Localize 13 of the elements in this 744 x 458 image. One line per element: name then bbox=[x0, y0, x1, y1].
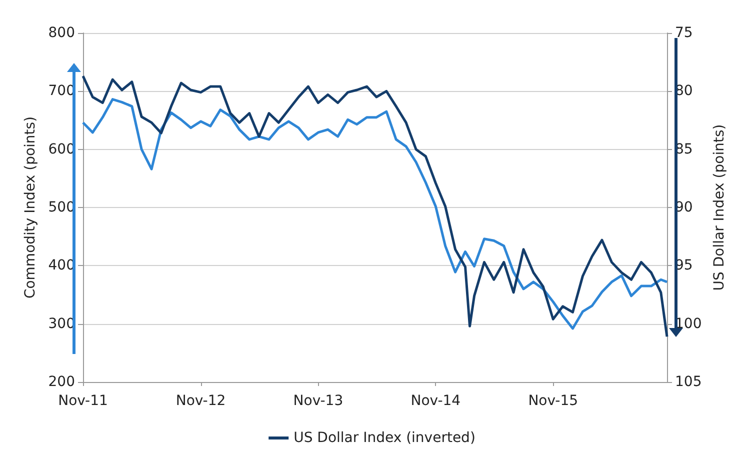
y-tick-label: 200 bbox=[48, 374, 75, 390]
x-tick-label: Nov-13 bbox=[293, 393, 344, 409]
y2-tick-label: 100 bbox=[675, 316, 702, 332]
y2-tick-label: 75 bbox=[675, 25, 693, 41]
x-tick-label: Nov-12 bbox=[176, 393, 226, 409]
y2-tick-label: 105 bbox=[675, 374, 702, 390]
y2-axis-title: US Dollar Index (points) bbox=[712, 124, 728, 291]
x-tick-label: Nov-11 bbox=[58, 393, 108, 409]
legend-label: US Dollar Index (inverted) bbox=[294, 430, 476, 446]
x-tick-label: Nov-15 bbox=[528, 393, 578, 409]
x-tick-label: Nov-14 bbox=[410, 393, 461, 409]
y-axis-title: Commodity Index (points) bbox=[22, 116, 38, 299]
y-tick-label: 800 bbox=[48, 25, 75, 41]
